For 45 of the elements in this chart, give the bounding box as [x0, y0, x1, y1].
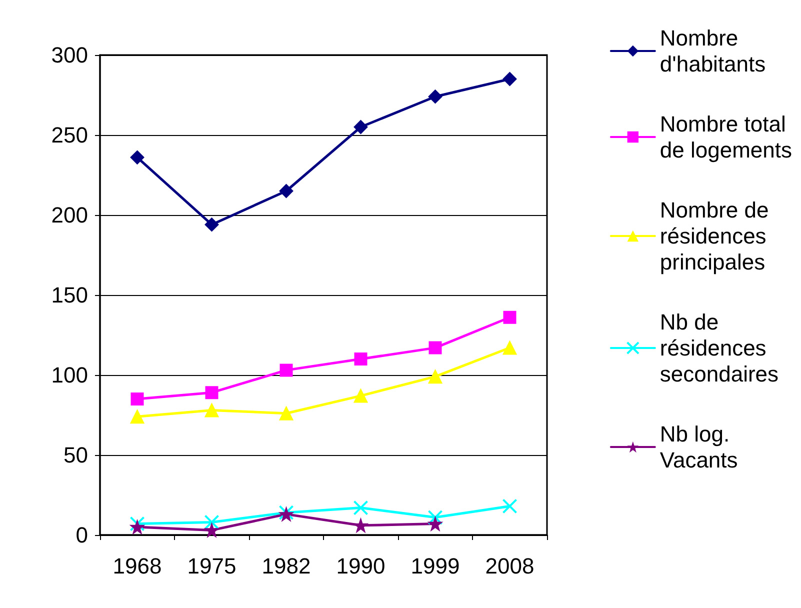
point — [204, 403, 219, 418]
x-tick-label: 2008 — [485, 554, 534, 578]
point — [503, 310, 516, 324]
point — [280, 364, 293, 377]
y-tick-label: 250 — [51, 122, 88, 148]
legend-label: Nombre de résidences principales — [660, 198, 769, 274]
point — [279, 406, 294, 420]
x-tick-label: 1999 — [410, 554, 460, 578]
point — [130, 150, 144, 164]
point — [204, 523, 219, 538]
point — [354, 120, 368, 134]
point — [428, 90, 442, 104]
legend-label: Nb de résidences secondaires — [660, 310, 779, 386]
point — [428, 341, 442, 354]
point — [130, 516, 145, 532]
x-tick-label: 1975 — [187, 554, 236, 578]
point — [205, 386, 218, 400]
y-tick-label: 100 — [51, 362, 88, 388]
point — [353, 500, 368, 516]
point — [130, 392, 144, 406]
y-tick-label: 0 — [76, 522, 88, 548]
x-tick-label: 1968 — [112, 554, 162, 578]
point — [354, 518, 368, 532]
point — [130, 520, 144, 534]
x-tick-label: 1982 — [262, 554, 311, 578]
point — [204, 514, 220, 530]
y-tick-label: 300 — [51, 42, 88, 68]
point — [130, 410, 144, 424]
legend-label: Nombre d'habitants — [660, 26, 766, 76]
y-tick-label: 50 — [64, 442, 88, 468]
legend-label: Nombre total de logements — [660, 112, 792, 162]
point — [502, 72, 517, 86]
point — [354, 352, 368, 366]
point — [204, 218, 219, 232]
y-tick-label: 200 — [51, 202, 88, 228]
point — [502, 498, 518, 514]
point — [354, 388, 368, 403]
legend-label: Nb log. Vacants — [660, 422, 738, 472]
point — [279, 184, 294, 198]
point — [428, 510, 443, 525]
point — [428, 370, 442, 384]
x-tick-label: 1990 — [336, 554, 386, 578]
point — [502, 340, 517, 355]
y-tick-label: 150 — [51, 282, 88, 308]
point — [428, 516, 442, 531]
